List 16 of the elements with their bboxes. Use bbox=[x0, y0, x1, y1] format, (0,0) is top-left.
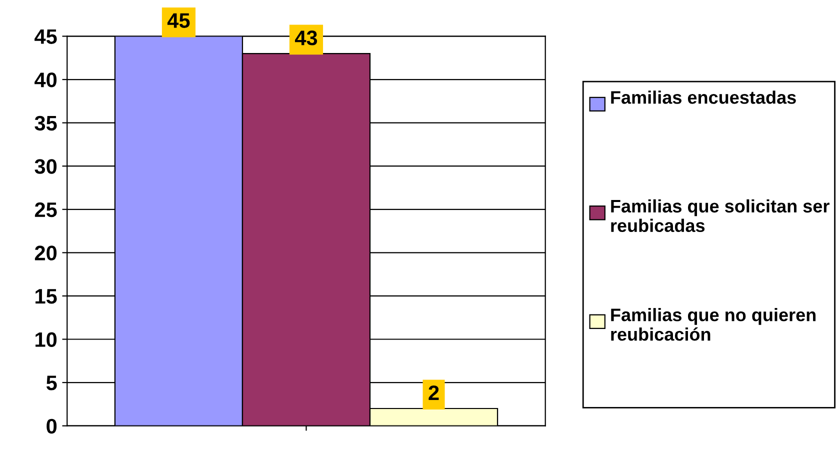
data-label: 2 bbox=[428, 385, 439, 400]
y-tick-label: 20 bbox=[34, 246, 57, 260]
y-tick-label: 30 bbox=[34, 159, 57, 174]
y-tick-label: 15 bbox=[36, 289, 57, 304]
y-tick-label: 10 bbox=[36, 332, 57, 347]
legend-label: Familias que solicitan ser reubicadas bbox=[611, 199, 830, 232]
legend-label: Familias que no quieren reubicación bbox=[611, 308, 816, 341]
y-tick-label: 25 bbox=[34, 202, 57, 218]
y-tick-label: 35 bbox=[34, 116, 57, 131]
data-label: 43 bbox=[294, 30, 318, 46]
legend-label: Familias encuestadas bbox=[611, 90, 796, 104]
y-tick-label: 5 bbox=[46, 376, 57, 390]
y-tick-label: 45 bbox=[34, 29, 57, 44]
y-tick-label: 40 bbox=[34, 72, 57, 88]
data-label: 45 bbox=[167, 13, 190, 28]
y-tick-label: 0 bbox=[46, 418, 57, 434]
